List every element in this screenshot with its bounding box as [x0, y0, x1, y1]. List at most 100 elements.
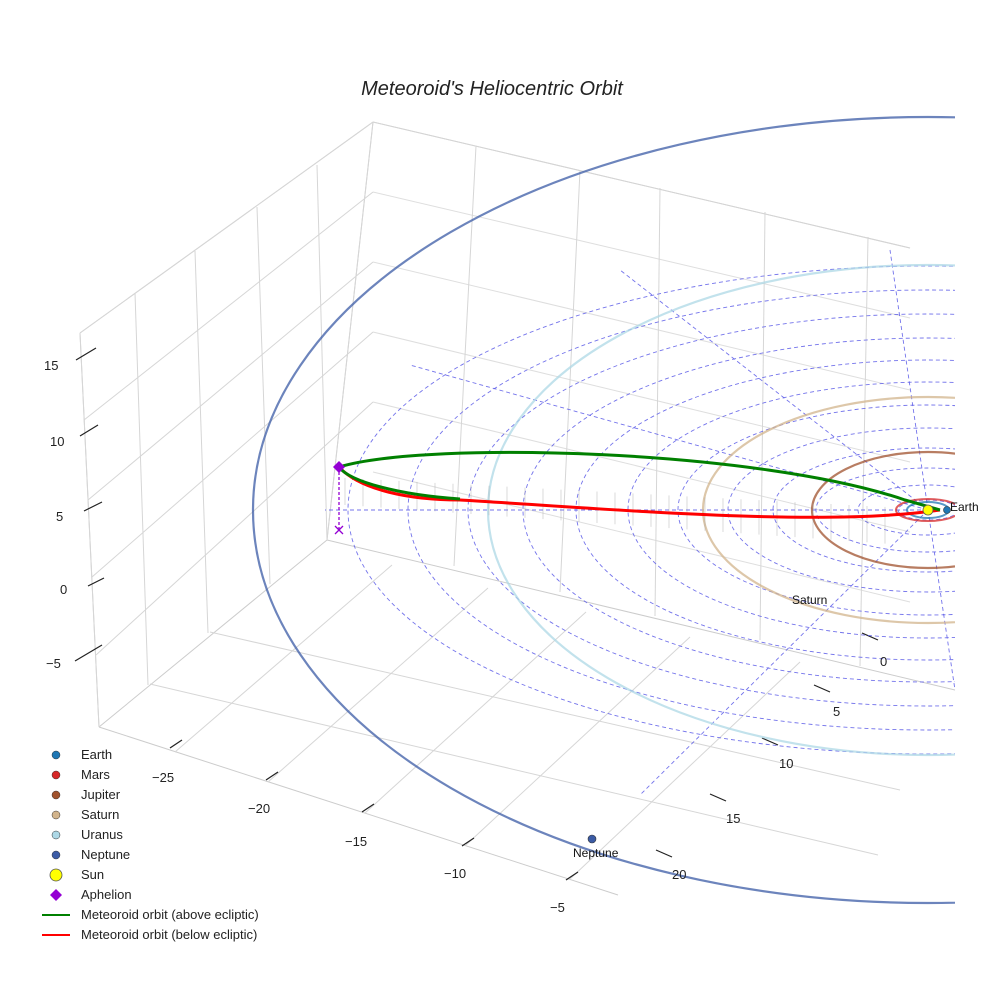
grid-line	[316, 164, 328, 541]
legend-entry: Jupiter	[51, 787, 121, 802]
x-tick-mark	[169, 739, 183, 749]
ecliptic-radial	[639, 509, 929, 796]
meteoroid-orbit-below	[337, 465, 941, 519]
grid-line	[79, 332, 100, 728]
grid-line	[654, 187, 661, 617]
legend-marker	[51, 750, 61, 760]
x-tick-mark	[461, 837, 475, 847]
legend-entry: Meteoroid orbit (above ecliptic)	[42, 907, 259, 922]
grid-line	[267, 587, 489, 783]
grid-line	[87, 261, 374, 501]
grid-line	[559, 169, 581, 593]
label-earth: Earth	[950, 500, 979, 514]
grid-line	[83, 191, 374, 421]
grid-line	[569, 661, 801, 880]
ecliptic-ring	[772, 447, 955, 573]
x-tick: −5	[550, 900, 565, 915]
legend-label: Earth	[81, 747, 112, 762]
meteoroid-orbit-above	[337, 466, 461, 501]
grid-line	[372, 191, 911, 319]
legend-entry: Saturn	[51, 807, 119, 822]
legend-entry: Meteoroid orbit (below ecliptic)	[42, 927, 257, 942]
grid-line	[149, 683, 879, 856]
legend-marker	[49, 868, 63, 882]
legend-label: Uranus	[81, 827, 123, 842]
z-tick-mark	[74, 644, 103, 662]
legend-label: Meteoroid orbit (below ecliptic)	[81, 927, 257, 942]
x-tick: −25	[152, 770, 174, 785]
legend-entry: Mars	[51, 767, 110, 782]
legend-label: Aphelion	[81, 887, 132, 902]
meteoroid-orbit-above	[338, 450, 941, 512]
y-tick: 10	[779, 756, 793, 771]
orbit-neptune	[252, 116, 955, 904]
y-tick-mark	[861, 632, 879, 641]
grid-line	[364, 611, 587, 814]
earth-marker	[943, 506, 951, 514]
legend-entry: Sun	[49, 867, 104, 882]
y-tick: 0	[880, 654, 887, 669]
ecliptic-radial	[619, 269, 929, 511]
z-tick: 10	[50, 434, 64, 449]
grid-line	[256, 206, 271, 585]
legend-label: Mars	[81, 767, 110, 782]
ecliptic-ring	[407, 289, 955, 731]
legend-entry: Earth	[51, 747, 112, 762]
grid-line	[372, 471, 911, 603]
y-tick: 20	[672, 867, 686, 882]
x-tick: −20	[248, 801, 270, 816]
grid-line	[134, 292, 149, 686]
legend-label: Neptune	[81, 847, 130, 862]
grid-line	[453, 145, 477, 567]
grid-line	[174, 564, 393, 753]
z-tick: 15	[44, 358, 58, 373]
z-tick-mark	[75, 347, 97, 361]
ecliptic-radial	[409, 364, 929, 511]
legend-marker	[51, 810, 61, 820]
z-tick-mark	[87, 577, 105, 587]
label-saturn: Saturn	[792, 593, 827, 607]
aphelion-projection-x	[334, 525, 344, 535]
legend-marker	[51, 830, 61, 840]
grid-line	[79, 121, 374, 334]
x-tick-mark	[361, 803, 375, 813]
y-tick-mark	[761, 737, 779, 746]
grid-line	[372, 121, 911, 249]
ecliptic-ring	[522, 337, 955, 683]
neptune-marker	[587, 834, 597, 844]
grid-line	[95, 401, 374, 656]
ecliptic-ring	[677, 404, 955, 616]
legend-label: Meteoroid orbit (above ecliptic)	[81, 907, 259, 922]
grid-line	[465, 636, 691, 846]
grid-line	[326, 121, 374, 541]
y-tick: 15	[726, 811, 740, 826]
legend-marker	[50, 889, 62, 901]
y-tick-mark	[813, 684, 831, 693]
label-neptune: Neptune	[573, 846, 619, 860]
orbit-saturn	[701, 395, 955, 625]
y-tick: 5	[833, 704, 840, 719]
ecliptic-radial	[927, 509, 955, 691]
legend: Earth Mars Jupiter Saturn Uranus Neptune Sun Ap…	[42, 747, 259, 942]
orbit-mars	[895, 498, 955, 522]
x-tick: −10	[444, 866, 466, 881]
legend-label: Saturn	[81, 807, 119, 822]
grid-line	[91, 331, 374, 578]
z-tick: −5	[46, 656, 61, 671]
legend-label: Sun	[81, 867, 104, 882]
grid-line	[194, 250, 209, 634]
legend-label: Jupiter	[81, 787, 121, 802]
x-tick-mark	[265, 771, 279, 781]
x-tick: −15	[345, 834, 367, 849]
legend-entry: Aphelion	[50, 887, 132, 902]
x-tick-mark	[565, 871, 579, 881]
y-tick-mark	[655, 849, 673, 858]
grid-line	[372, 331, 911, 463]
legend-marker	[51, 850, 61, 860]
grid-line	[859, 236, 869, 667]
z-tick: 0	[60, 582, 67, 597]
legend-entry: Uranus	[51, 827, 123, 842]
ecliptic-radial	[889, 249, 929, 511]
z-tick-mark	[83, 501, 103, 512]
